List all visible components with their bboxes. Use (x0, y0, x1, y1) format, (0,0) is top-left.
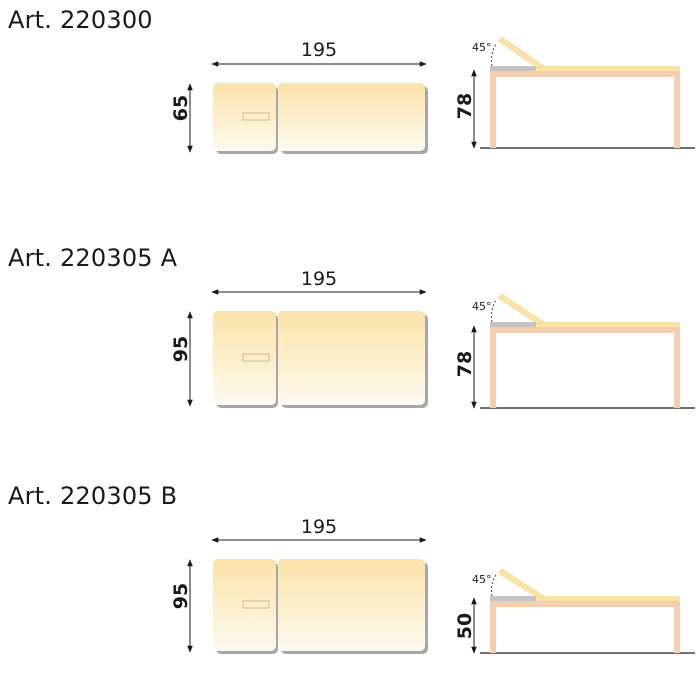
article-title: Art. 220305 A (8, 244, 178, 272)
table-top-view (213, 311, 428, 408)
length-dimension: 195 (211, 39, 427, 67)
table-top-view (213, 559, 428, 654)
length-dimension: 195 (211, 268, 427, 295)
table-side-view: 50 45° (454, 568, 695, 654)
head-base-pad (490, 322, 536, 327)
raised-headrest (497, 293, 545, 325)
head-cushion (213, 559, 276, 651)
height-label: 50 (454, 613, 476, 639)
width-dimension: 95 (170, 559, 193, 653)
article-drawing: 195 95 78 45° (170, 268, 695, 409)
article-drawing: 195 95 50 45° (170, 516, 695, 654)
head-base-pad (490, 66, 536, 71)
head-base-pad (490, 596, 536, 601)
angle-label: 45° (472, 300, 492, 313)
leg-left (490, 606, 496, 653)
length-label: 195 (301, 268, 337, 290)
angle-arc (491, 574, 497, 597)
table-side-view: 78 45° (454, 293, 695, 409)
face-hole (242, 112, 270, 121)
face-hole (242, 600, 270, 609)
length-label: 195 (301, 516, 337, 538)
angle-arc (491, 299, 497, 323)
width-label: 65 (170, 95, 192, 121)
article-title: Art. 220300 (8, 6, 153, 34)
table-frame (490, 601, 680, 607)
leg-right (674, 75, 680, 148)
width-dimension: 65 (170, 83, 193, 153)
width-dimension: 95 (170, 311, 193, 407)
raised-headrest (497, 568, 545, 599)
article-drawing: 195 65 78 45° (170, 36, 695, 154)
body-pad (536, 66, 680, 71)
angle-label: 45° (472, 41, 492, 54)
head-cushion (213, 311, 276, 405)
table-side-view: 78 45° (454, 36, 695, 149)
length-dimension: 195 (211, 516, 427, 543)
article-title: Art. 220305 B (8, 482, 178, 510)
height-label: 78 (454, 93, 476, 119)
article-section-2: Art. 220305 A 195 95 (0, 228, 700, 448)
width-label: 95 (170, 583, 192, 609)
article-section-1: Art. 220300 195 65 (0, 0, 700, 220)
angle-label: 45° (472, 573, 492, 586)
table-top-view (213, 83, 428, 154)
face-hole (242, 353, 270, 362)
leg-left (490, 332, 496, 408)
head-cushion (213, 83, 276, 151)
body-cushion (278, 311, 425, 405)
body-cushion (278, 83, 425, 151)
body-pad (536, 596, 680, 601)
table-frame (490, 327, 680, 333)
body-pad (536, 322, 680, 327)
length-label: 195 (301, 39, 337, 61)
article-section-3: Art. 220305 B 195 95 (0, 470, 700, 690)
height-label: 78 (454, 351, 476, 377)
leg-right (674, 606, 680, 653)
width-label: 95 (170, 336, 192, 362)
leg-right (674, 332, 680, 408)
raised-headrest (497, 36, 545, 69)
body-cushion (278, 559, 425, 651)
angle-arc (491, 43, 497, 67)
leg-left (490, 75, 496, 148)
table-frame (490, 71, 680, 77)
